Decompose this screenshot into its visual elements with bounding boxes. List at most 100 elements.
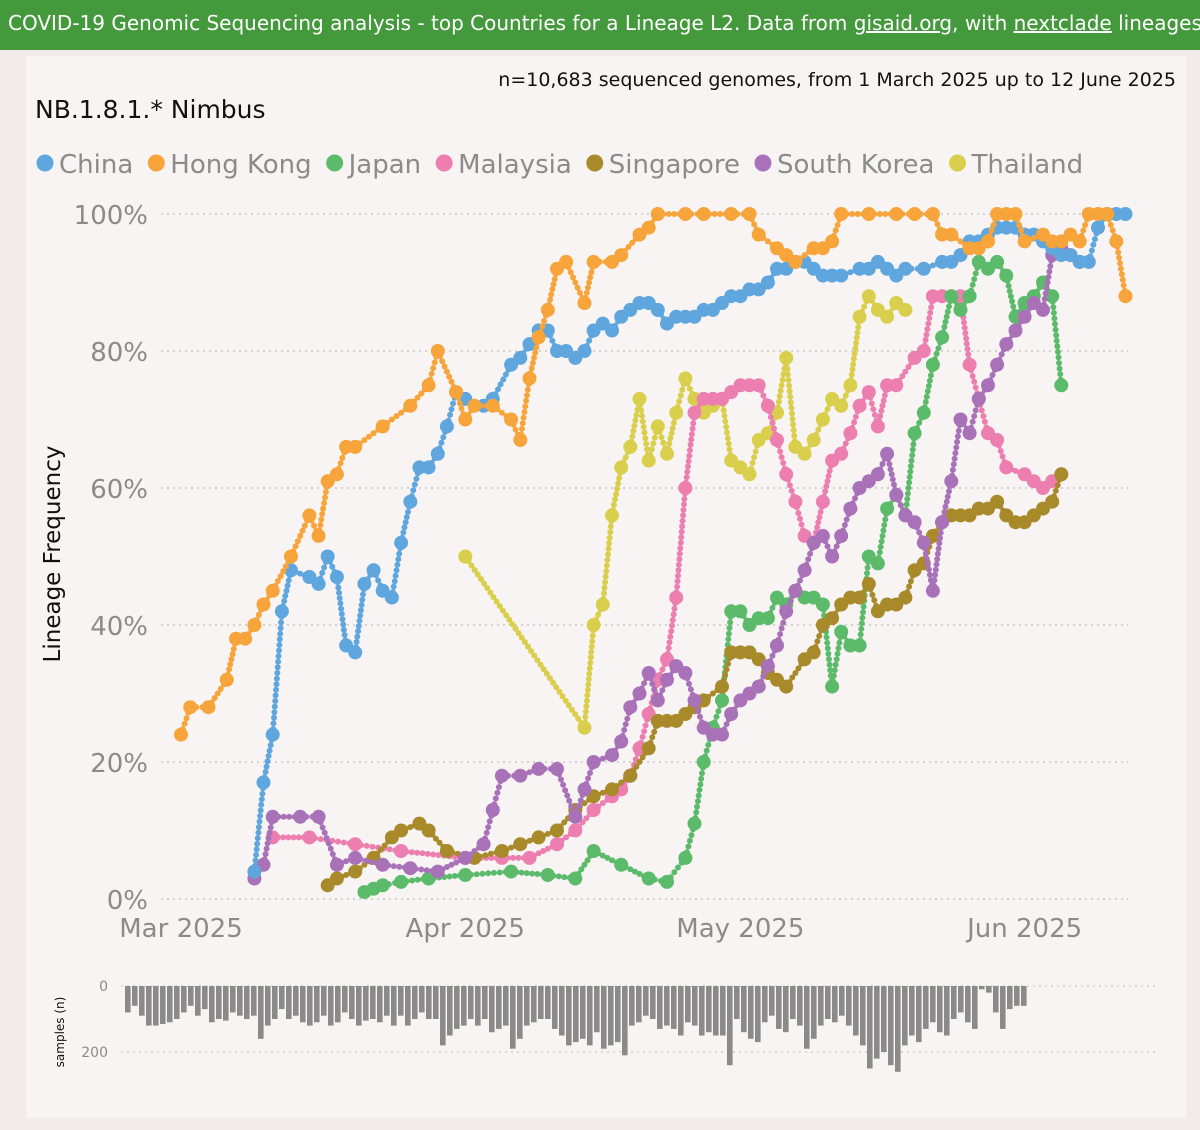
data-point bbox=[384, 590, 399, 605]
data-point bbox=[375, 419, 390, 434]
sample-bar bbox=[699, 986, 705, 1036]
data-point bbox=[265, 727, 280, 742]
data-point bbox=[568, 871, 583, 886]
data-point bbox=[733, 604, 748, 619]
data-point bbox=[550, 823, 564, 838]
legend-item-china[interactable]: China bbox=[36, 150, 134, 180]
sample-bar bbox=[587, 986, 593, 1046]
bar-y-tick-label: 200 bbox=[81, 1045, 108, 1061]
sample-bar bbox=[776, 986, 782, 1029]
data-point bbox=[586, 618, 601, 632]
legend-label: Singapore bbox=[609, 150, 740, 180]
sample-bar bbox=[839, 986, 845, 1016]
legend-item-thailand[interactable]: Thailand bbox=[949, 150, 1083, 180]
legend-item-japan[interactable]: Japan bbox=[326, 150, 421, 180]
sample-bar bbox=[552, 986, 558, 1029]
sample-bar bbox=[713, 986, 719, 1036]
data-point bbox=[513, 768, 528, 783]
sample-bar bbox=[384, 986, 390, 1016]
data-point bbox=[513, 433, 528, 447]
legend-marker bbox=[586, 154, 604, 172]
data-point bbox=[522, 371, 537, 386]
sample-bar bbox=[181, 986, 187, 1013]
data-point bbox=[531, 330, 546, 345]
series-line-malaysia bbox=[269, 293, 1060, 861]
data-point bbox=[870, 556, 885, 571]
sample-bar bbox=[188, 986, 194, 1006]
data-point bbox=[1081, 254, 1096, 269]
data-point bbox=[513, 350, 528, 365]
series-line-south-korea bbox=[251, 245, 1079, 882]
data-point bbox=[522, 850, 537, 865]
data-point bbox=[742, 207, 757, 221]
series-line-japan bbox=[361, 258, 1064, 896]
sample-bar bbox=[888, 986, 894, 1066]
sample-bar bbox=[881, 986, 887, 1052]
nextclade-link[interactable]: nextclade bbox=[1013, 11, 1112, 35]
legend-item-singapore[interactable]: Singapore bbox=[586, 150, 740, 180]
data-point bbox=[990, 494, 1005, 509]
data-point bbox=[788, 254, 803, 269]
banner-mid: , with bbox=[952, 11, 1014, 35]
y-tick-label: 40% bbox=[90, 612, 148, 642]
header-banner: COVID-19 Genomic Sequencing analysis - t… bbox=[0, 0, 1200, 50]
data-point bbox=[916, 535, 931, 550]
sample-bar bbox=[503, 986, 509, 1026]
sample-bar bbox=[685, 986, 691, 1023]
sample-bar bbox=[937, 986, 943, 1033]
data-point bbox=[880, 309, 895, 324]
sample-bar bbox=[1000, 986, 1006, 1029]
sample-bar bbox=[391, 986, 397, 1026]
sample-bar bbox=[405, 986, 411, 1026]
legend-item-malaysia[interactable]: Malaysia bbox=[435, 150, 572, 180]
data-point bbox=[274, 604, 289, 619]
sample-bar bbox=[356, 986, 362, 1026]
data-point bbox=[348, 439, 363, 454]
data-point bbox=[678, 481, 693, 495]
data-point bbox=[247, 864, 262, 879]
sample-bar bbox=[650, 986, 656, 1019]
data-point bbox=[843, 501, 858, 516]
sample-bar bbox=[755, 986, 761, 1043]
data-point bbox=[990, 357, 1005, 372]
data-point bbox=[550, 837, 564, 852]
data-point bbox=[1008, 207, 1023, 221]
data-point bbox=[715, 693, 729, 708]
sample-bar bbox=[426, 986, 432, 1019]
data-point bbox=[632, 391, 647, 406]
legend-marker bbox=[326, 154, 344, 172]
chart-subtitle: n=10,683 sequenced genomes, from 1 March… bbox=[498, 69, 1176, 91]
data-point bbox=[403, 494, 418, 509]
data-point bbox=[925, 207, 940, 221]
sample-bar bbox=[510, 986, 516, 1049]
sample-bar bbox=[258, 986, 264, 1039]
data-point bbox=[623, 439, 638, 454]
banner-suffix: lineages Sourc bbox=[1118, 11, 1200, 35]
data-point bbox=[687, 816, 702, 831]
data-point bbox=[430, 864, 445, 879]
data-point bbox=[907, 207, 922, 221]
data-point bbox=[247, 618, 262, 632]
data-point bbox=[660, 446, 674, 461]
data-point bbox=[641, 666, 656, 680]
y-tick-label: 80% bbox=[90, 338, 148, 368]
data-point bbox=[953, 302, 968, 317]
data-point bbox=[916, 344, 931, 358]
gisaid-link[interactable]: gisaid.org bbox=[853, 11, 953, 35]
legend-item-hong-kong[interactable]: Hong Kong bbox=[147, 150, 312, 180]
sample-bar bbox=[419, 986, 425, 1013]
data-point bbox=[366, 563, 381, 578]
data-point bbox=[329, 467, 344, 482]
data-point bbox=[605, 508, 619, 523]
sample-bar bbox=[251, 986, 257, 1016]
sample-bar bbox=[580, 986, 586, 1039]
legend: China Hong Kong Japan Malaysia Singapore Sout… bbox=[36, 150, 1083, 180]
data-point bbox=[889, 207, 904, 221]
sample-bar bbox=[601, 986, 607, 1049]
data-point bbox=[925, 357, 940, 372]
legend-label: Malaysia bbox=[458, 150, 572, 180]
legend-item-south-korea[interactable]: South Korea bbox=[754, 150, 935, 180]
data-point bbox=[852, 309, 867, 324]
series-japan bbox=[357, 254, 1069, 900]
data-point bbox=[302, 830, 317, 845]
